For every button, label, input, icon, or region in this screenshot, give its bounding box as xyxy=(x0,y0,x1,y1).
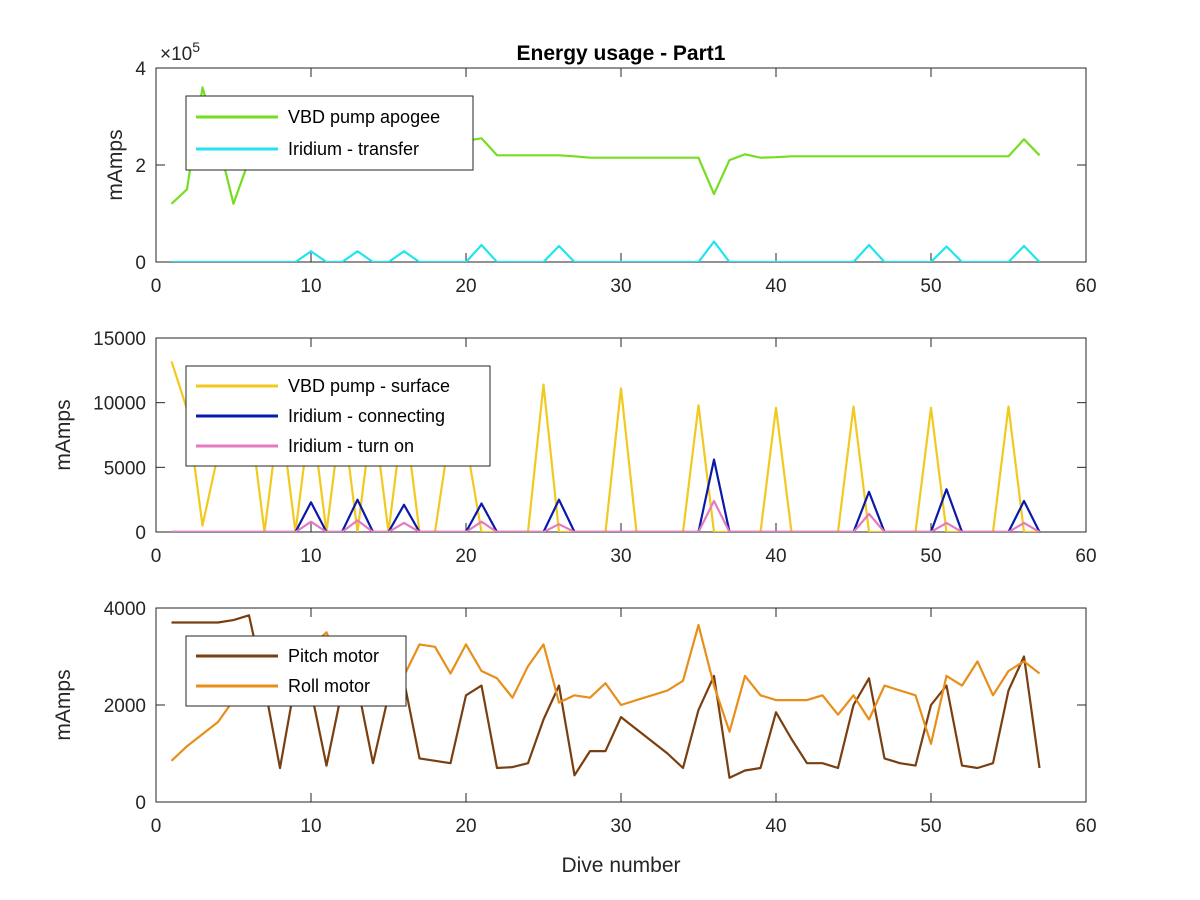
x-tick-label: 60 xyxy=(1075,276,1096,297)
legend-entry-label: VBD pump - surface xyxy=(288,376,450,396)
y-exponent-power: 5 xyxy=(192,39,200,55)
y-tick-label: 2000 xyxy=(104,696,146,717)
x-tick-label: 40 xyxy=(765,546,786,567)
legend-box xyxy=(185,635,407,707)
middle-axes-panel: 0 10 20 30 40 50 60 0 5000 10000 15000 mAmps VBD pum… xyxy=(52,329,1097,567)
y-axis-label: mAmps xyxy=(52,399,75,470)
y-tick-label: 5000 xyxy=(104,458,146,479)
legend-entry-label: Iridium - connecting xyxy=(288,406,445,426)
x-tick-label: 60 xyxy=(1075,816,1096,837)
y-exponent-base: ×10 xyxy=(160,44,192,65)
legend-entry-label: Iridium - turn on xyxy=(288,436,414,456)
legend-box xyxy=(185,95,474,171)
legend-entry-label: VBD pump apogee xyxy=(288,107,440,127)
y-tick-label: 0 xyxy=(135,253,146,274)
y-tick-label: 15000 xyxy=(93,329,146,350)
y-axis-label: mAmps xyxy=(104,129,127,200)
x-axis-label: Dive number xyxy=(561,854,680,877)
x-tick-label: 40 xyxy=(765,276,786,297)
x-tick-label: 20 xyxy=(455,546,476,567)
x-tick-label: 20 xyxy=(455,276,476,297)
y-axis-label: mAmps xyxy=(52,669,75,740)
x-tick-label: 10 xyxy=(300,276,321,297)
x-tick-label: 40 xyxy=(765,816,786,837)
legend-entry-label: Roll motor xyxy=(288,676,370,696)
y-tick-label: 0 xyxy=(135,523,146,544)
x-tick-label: 0 xyxy=(151,276,162,297)
bottom-axes-panel: 0 10 20 30 40 50 60 0 2000 4000 mAmps Dive number Pi… xyxy=(52,599,1097,877)
x-tick-label: 20 xyxy=(455,816,476,837)
y-tick-label: 10000 xyxy=(93,394,146,415)
legend-entry-label: Iridium - transfer xyxy=(288,139,419,159)
series-line-pitch-motor xyxy=(171,614,1041,779)
series-line-iridium-turn-on xyxy=(171,499,1041,532)
x-tick-label: 10 xyxy=(300,546,321,567)
x-tick-label: 0 xyxy=(151,816,162,837)
y-tick-label: 4000 xyxy=(104,599,146,620)
series-line-iridium-connecting xyxy=(171,458,1041,532)
chart-title: Energy usage - Part1 xyxy=(517,42,726,65)
x-tick-label: 30 xyxy=(610,546,631,567)
series-line-iridium-transfer xyxy=(171,240,1041,262)
x-tick-label: 50 xyxy=(920,276,941,297)
x-tick-label: 30 xyxy=(610,816,631,837)
x-tick-label: 0 xyxy=(151,546,162,567)
y-tick-label: 4 xyxy=(135,59,146,80)
x-tick-label: 50 xyxy=(920,546,941,567)
x-tick-label: 50 xyxy=(920,816,941,837)
top-axes-panel: 0 10 20 30 40 50 60 0 2 4 ×105 Energy usage - Part1… xyxy=(104,39,1097,297)
y-tick-label: 0 xyxy=(135,793,146,814)
y-tick-label: 2 xyxy=(135,156,146,177)
x-tick-label: 60 xyxy=(1075,546,1096,567)
legend-entry-label: Pitch motor xyxy=(288,646,379,666)
x-tick-label: 30 xyxy=(610,276,631,297)
x-tick-label: 10 xyxy=(300,816,321,837)
y-exponent-label: ×105 xyxy=(160,39,200,65)
